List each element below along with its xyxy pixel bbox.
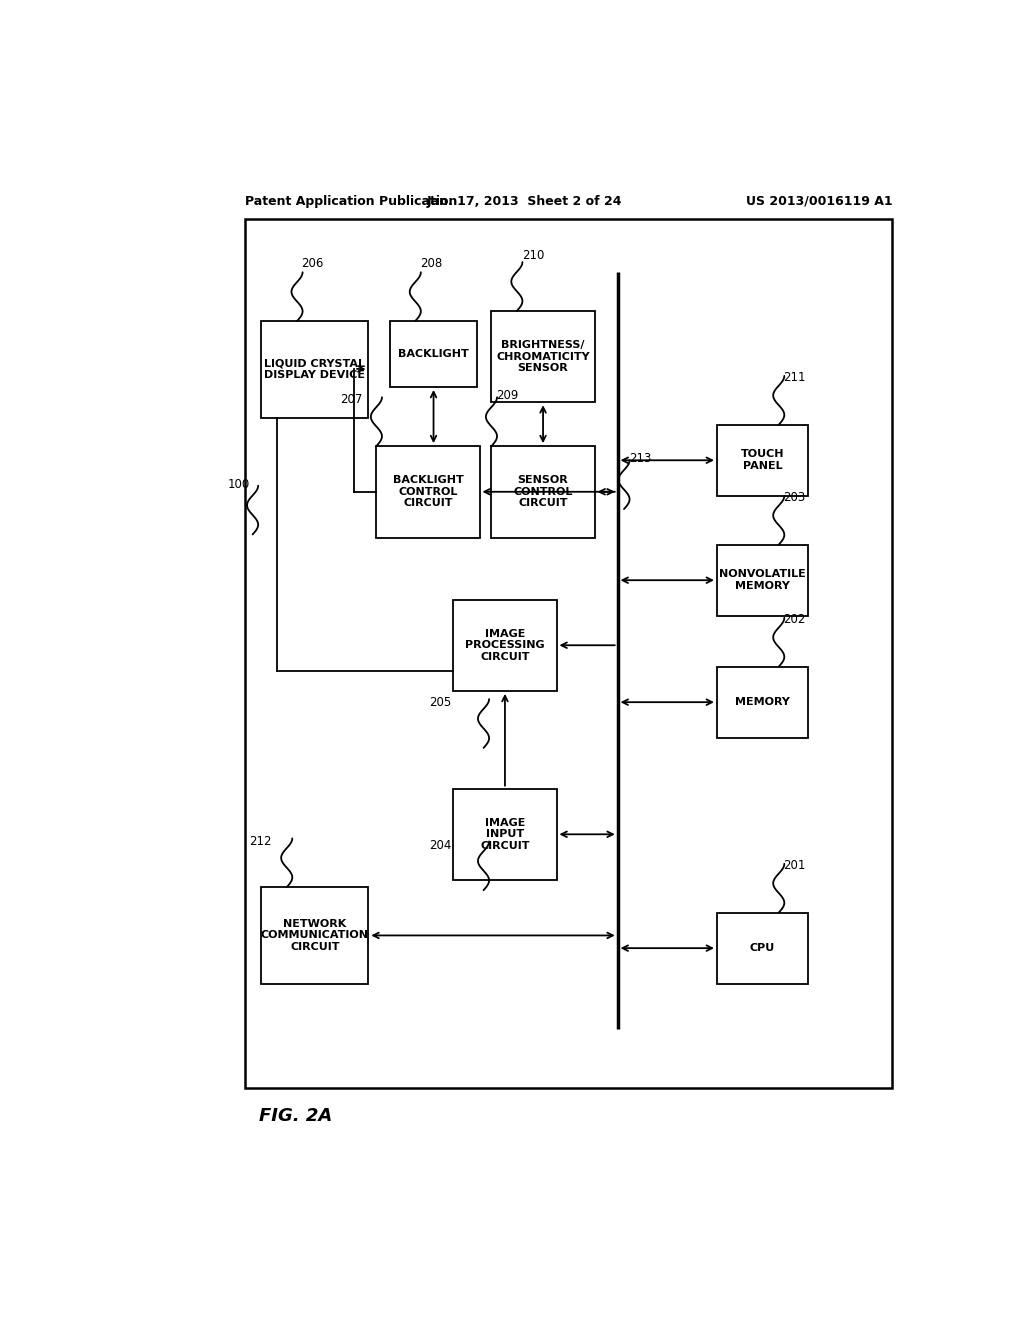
Text: CPU: CPU — [750, 944, 775, 953]
Text: NETWORK
COMMUNICATION
CIRCUIT: NETWORK COMMUNICATION CIRCUIT — [261, 919, 369, 952]
Text: BACKLIGHT
CONTROL
CIRCUIT: BACKLIGHT CONTROL CIRCUIT — [392, 475, 463, 508]
Text: 212: 212 — [249, 834, 271, 847]
Text: LIQUID CRYSTAL
DISPLAY DEVICE: LIQUID CRYSTAL DISPLAY DEVICE — [264, 359, 366, 380]
Text: 207: 207 — [340, 393, 362, 407]
Text: 204: 204 — [430, 838, 452, 851]
Text: 210: 210 — [521, 249, 544, 263]
Bar — [492, 446, 595, 537]
Text: IMAGE
PROCESSING
CIRCUIT: IMAGE PROCESSING CIRCUIT — [465, 628, 545, 661]
Text: Patent Application Publication: Patent Application Publication — [246, 194, 458, 207]
Text: FIG. 2A: FIG. 2A — [259, 1107, 332, 1125]
Text: TOUCH
PANEL: TOUCH PANEL — [740, 450, 784, 471]
Text: 201: 201 — [783, 859, 806, 873]
Text: 203: 203 — [783, 491, 806, 504]
Text: 209: 209 — [497, 389, 518, 403]
Bar — [717, 545, 808, 615]
Text: NONVOLATILE
MEMORY: NONVOLATILE MEMORY — [719, 569, 806, 591]
Text: 213: 213 — [629, 453, 651, 466]
Text: 208: 208 — [420, 257, 442, 271]
Text: 100: 100 — [227, 478, 250, 491]
Bar — [454, 788, 557, 880]
Bar — [261, 887, 369, 983]
Text: Jan. 17, 2013  Sheet 2 of 24: Jan. 17, 2013 Sheet 2 of 24 — [427, 194, 623, 207]
Bar — [454, 599, 557, 690]
Bar — [261, 321, 369, 417]
Text: BACKLIGHT: BACKLIGHT — [398, 348, 469, 359]
Bar — [717, 912, 808, 983]
Bar — [492, 312, 595, 403]
Text: SENSOR
CONTROL
CIRCUIT: SENSOR CONTROL CIRCUIT — [513, 475, 572, 508]
Text: IMAGE
INPUT
CIRCUIT: IMAGE INPUT CIRCUIT — [480, 817, 529, 851]
Text: MEMORY: MEMORY — [735, 697, 790, 708]
Text: 205: 205 — [430, 696, 452, 709]
Text: 202: 202 — [783, 612, 806, 626]
Bar — [717, 425, 808, 496]
Text: BRIGHTNESS/
CHROMATICITY
SENSOR: BRIGHTNESS/ CHROMATICITY SENSOR — [497, 341, 590, 374]
Bar — [390, 321, 477, 387]
Bar — [717, 667, 808, 738]
Text: US 2013/0016119 A1: US 2013/0016119 A1 — [745, 194, 892, 207]
Text: 211: 211 — [783, 371, 806, 384]
Bar — [377, 446, 479, 537]
Bar — [246, 219, 892, 1089]
Text: 206: 206 — [301, 257, 324, 271]
